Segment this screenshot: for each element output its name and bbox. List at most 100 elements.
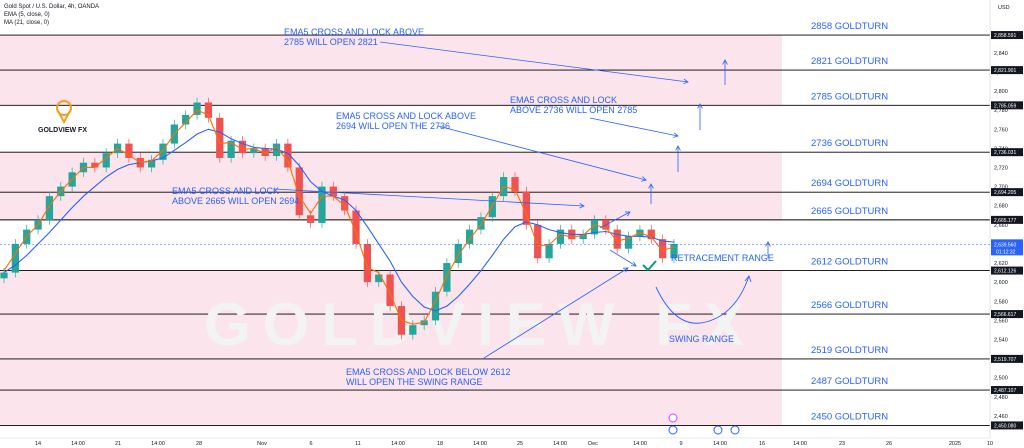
time-tick-label: 10	[987, 441, 993, 447]
candle-body	[579, 234, 587, 240]
candle-body	[431, 291, 440, 321]
price-tick-label: 2,660	[994, 223, 1008, 229]
countdown-label: 01:12:32	[996, 249, 1016, 255]
candle-body	[613, 229, 621, 249]
price-tick-label: 2,800	[994, 89, 1008, 95]
price-tick-label: 2,780	[994, 108, 1008, 114]
price-tag-box	[991, 310, 1023, 319]
time-tick-label: 14:00	[473, 441, 487, 447]
annotation-text: EMA5 CROSS AND LOCK	[510, 95, 617, 105]
annotation-arrow	[483, 267, 629, 359]
us-flag-icon[interactable]	[668, 425, 678, 435]
price-tick-label: 2,480	[994, 395, 1008, 401]
candle-body	[147, 159, 156, 168]
time-tick-label: 14:00	[553, 441, 567, 447]
time-tick-label: 6	[309, 441, 312, 447]
arrowhead-icon	[675, 145, 681, 151]
annotation-arrow	[273, 188, 585, 207]
annotation-text: EMA5 CROSS AND LOCK ABOVE	[284, 27, 424, 37]
currency-label: USD	[998, 5, 1010, 11]
arrowhead-icon	[624, 211, 631, 217]
price-tick-label: 2,540	[994, 337, 1008, 343]
candle-body	[624, 236, 633, 249]
arrowhead-icon	[673, 132, 679, 138]
price-tag-label: 2,785.059	[994, 103, 1016, 109]
level-label: 2858 GOLDTURN	[811, 21, 888, 32]
candle-body	[545, 243, 553, 259]
candle-body	[238, 140, 247, 154]
candle-body	[102, 153, 110, 168]
annotation-arrow	[609, 249, 637, 267]
level-label: 2785 GOLDTURN	[811, 91, 888, 102]
annotation-arrow	[599, 211, 631, 229]
us-flag-icon[interactable]	[713, 425, 723, 435]
arrowhead-icon	[744, 275, 752, 283]
price-tag-label: 2,519.707	[994, 357, 1016, 363]
candle-body	[352, 210, 360, 244]
price-tags: 2,858.591 2,821.901 2,785.059 2,736.031 2,69…	[991, 31, 1023, 430]
level-label: 2519 GOLDTURN	[811, 345, 888, 356]
time-tick-label: 14:00	[793, 441, 807, 447]
time-axis[interactable]: 14 14:00 21 14:00 28 Nov 6 11 14:00 18 14:00 25 14:0…	[35, 441, 993, 447]
candle-body	[647, 229, 655, 240]
candle-body	[11, 243, 19, 273]
candle-body	[204, 102, 213, 118]
ema-line	[3, 109, 675, 325]
price-tag-label: 2,487.107	[994, 388, 1016, 394]
price-tag-box	[991, 31, 1023, 40]
candle-body	[659, 239, 667, 259]
level-label: 2612 GOLDTURN	[811, 257, 888, 268]
price-tick-label: 2,760	[994, 127, 1008, 133]
event-markers	[668, 413, 740, 435]
candle-body	[261, 148, 269, 157]
arrowhead-icon	[697, 103, 703, 109]
price-tick-label: 2,460	[994, 414, 1008, 420]
time-tick-label: 2025	[949, 441, 961, 447]
us-flag-icon[interactable]	[730, 425, 740, 435]
price-tag-label: 2,612.126	[994, 269, 1016, 275]
time-tick-label: Dec	[588, 441, 598, 447]
candle-body	[227, 140, 235, 158]
annotation-text: EMA5 CROSS AND LOCK ABOVE	[336, 111, 476, 121]
price-series	[0, 97, 990, 340]
level-label: 2450 GOLDTURN	[811, 411, 888, 422]
candle-body	[477, 217, 485, 230]
time-tick-label: 14:00	[151, 441, 165, 447]
price-tag-box	[991, 188, 1023, 197]
level-label: 2566 GOLDTURN	[811, 300, 888, 311]
swing-range-label: SWING RANGE	[669, 334, 734, 344]
logo-text: GOLDVIEW FX	[38, 127, 87, 134]
time-tick-label: 21	[115, 441, 121, 447]
time-tick-label: 14	[35, 441, 41, 447]
candle-body	[125, 143, 133, 158]
time-tick-label: 16	[759, 441, 765, 447]
price-axis[interactable]	[990, 0, 1024, 448]
price-tag-label: 2,566.617	[994, 312, 1016, 318]
annotation-text: ABOVE 2665 WILL OPEN 2694	[172, 196, 299, 206]
event-marker-icon[interactable]	[668, 413, 678, 423]
candle-body	[386, 274, 394, 307]
candle-body	[329, 186, 337, 197]
annotation-text: 2785 WILL OPEN 2821	[284, 37, 378, 47]
price-tick-label: 2,700	[994, 185, 1008, 191]
time-tick-label: 14:00	[391, 441, 405, 447]
ma-indicator-label[interactable]: MA (21, close, 0)	[4, 20, 49, 26]
level-label: 2821 GOLDTURN	[811, 56, 888, 67]
ema-indicator-label[interactable]: EMA (5, close, 0)	[4, 12, 50, 18]
arrowhead-icon	[579, 203, 585, 209]
swing-curve	[655, 275, 750, 324]
pink-zone	[0, 152, 782, 220]
goldview-logo: GOLDVIEW FX	[38, 100, 87, 134]
level-label: 2736 GOLDTURN	[811, 138, 888, 149]
level-label: 2694 GOLDTURN	[811, 178, 888, 189]
price-tick-label: 2,580	[994, 299, 1008, 305]
price-tag-label: 2,450.080	[994, 423, 1016, 429]
time-tick-label: 23	[839, 441, 845, 447]
annotation-text: EMA5 CROSS AND LOCK BELOW 2612	[346, 367, 511, 377]
price-tag-label: 2,665.177	[994, 218, 1016, 224]
candle-body	[443, 263, 451, 292]
candle-body	[341, 196, 349, 211]
symbol-title[interactable]: Gold Spot / U.S. Dollar, 4h, OANDA	[4, 4, 99, 10]
price-tick-label: 2,680	[994, 204, 1008, 210]
